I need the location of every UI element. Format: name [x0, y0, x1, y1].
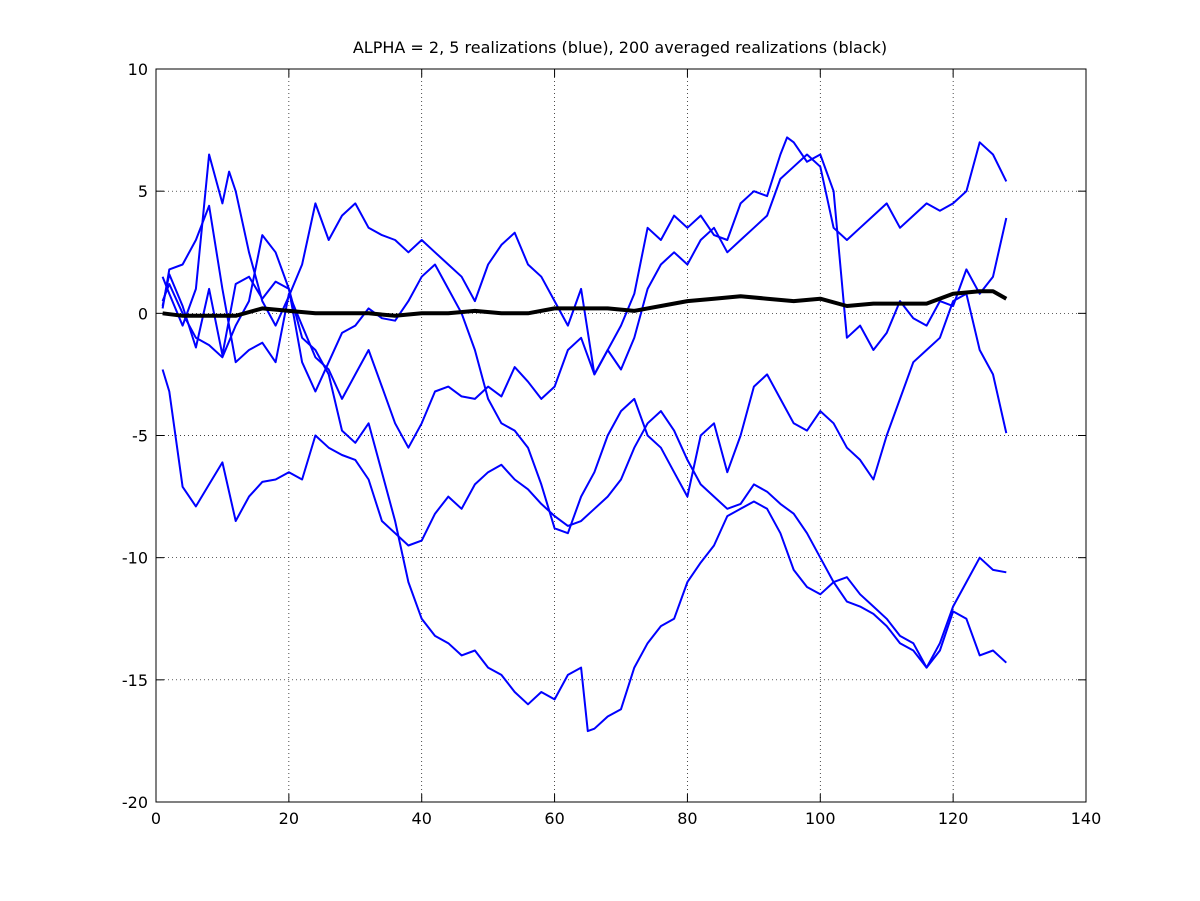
- y-tick-label: -5: [132, 427, 148, 446]
- y-tick-label: -10: [122, 549, 148, 568]
- realization-series-line-3: [161, 141, 1008, 449]
- x-tick-label: 0: [151, 809, 161, 828]
- x-tick-label: 80: [677, 809, 697, 828]
- x-tick-label: 40: [412, 809, 432, 828]
- x-tick-label: 20: [279, 809, 299, 828]
- chart-title: ALPHA = 2, 5 realizations (blue), 200 av…: [353, 38, 887, 57]
- series-lines: [161, 136, 1008, 733]
- average-series-line: [162, 289, 1008, 318]
- y-tick-label: -15: [122, 671, 148, 690]
- x-tick-label: 120: [938, 809, 969, 828]
- realization-series-line-5: [161, 234, 1008, 535]
- x-tick-label: 140: [1071, 809, 1102, 828]
- x-tick-label: 60: [544, 809, 564, 828]
- y-tick-label: 10: [128, 60, 148, 79]
- realization-series-line-4: [161, 136, 1008, 376]
- y-tick-label: 5: [138, 182, 148, 201]
- axis-ticks: 0 20 40 60 80 100 120 140 -20 -15 -10 -5 0 5 10: [122, 60, 1101, 828]
- grid: [156, 69, 1086, 802]
- y-tick-label: 0: [138, 304, 148, 323]
- x-tick-label: 100: [805, 809, 836, 828]
- realization-series-line-1: [161, 273, 1007, 733]
- realization-series-line-2: [161, 369, 1007, 669]
- y-tick-label: -20: [122, 793, 148, 812]
